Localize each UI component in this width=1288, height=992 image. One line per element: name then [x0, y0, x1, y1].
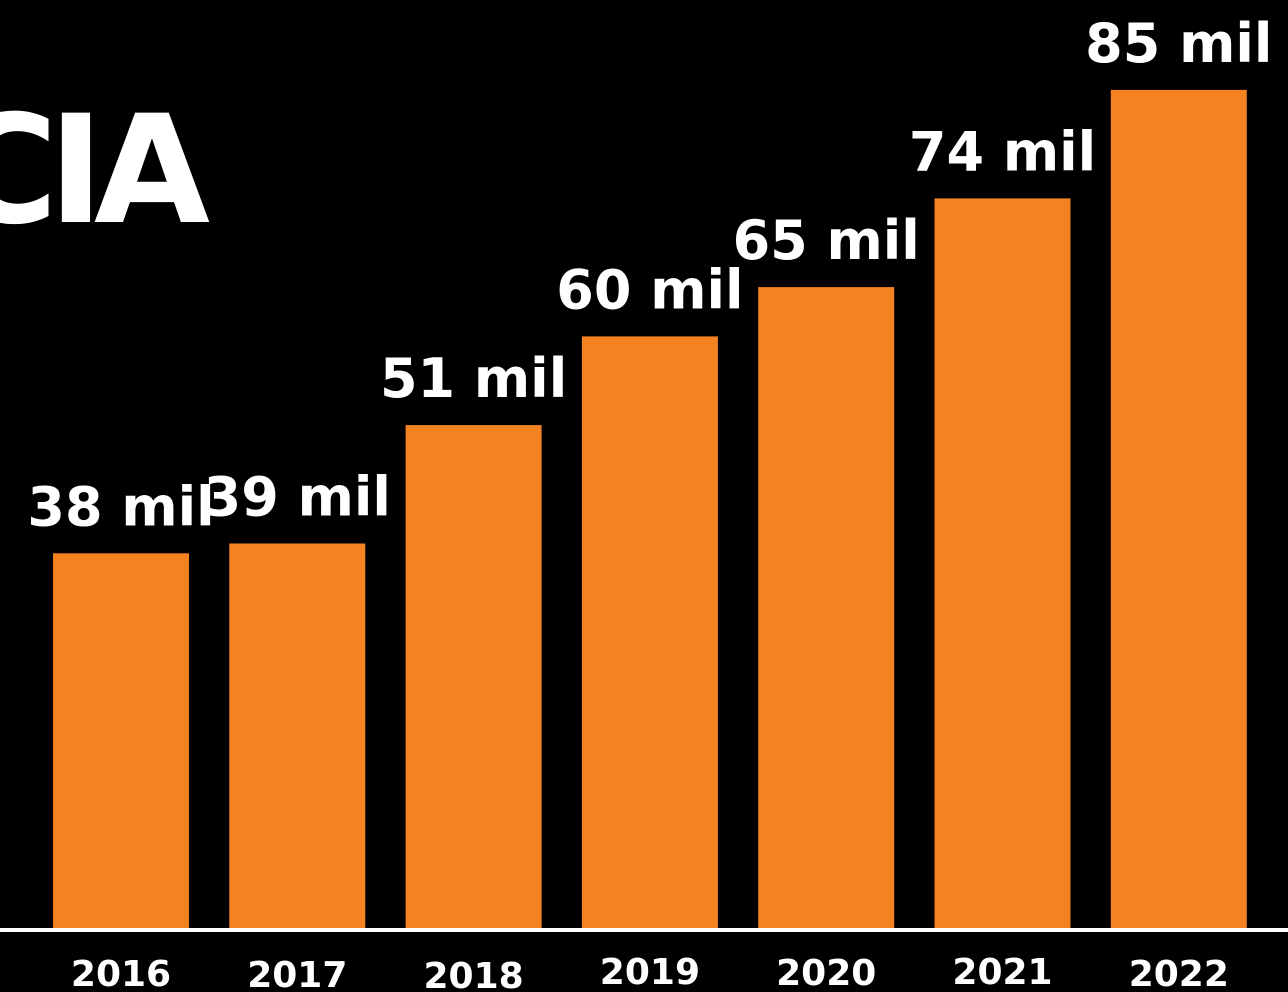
- value-label-2020: 65 mil: [733, 209, 920, 272]
- value-label-2021: 74 mil: [909, 120, 1096, 183]
- bars-layer: [53, 89, 1247, 929]
- title-fragment: CIA: [0, 86, 210, 256]
- bar-2022: [1110, 89, 1247, 928]
- bar-2020: [758, 287, 895, 929]
- bar-2017: [229, 543, 366, 928]
- value-label-2016: 38 mil: [27, 475, 214, 538]
- x-tick-label-2017: 2017: [247, 955, 347, 992]
- x-tick-label-2019: 2019: [600, 952, 700, 992]
- bar-2019: [581, 336, 718, 928]
- bar-2018: [405, 425, 542, 928]
- x-tick-label-2021: 2021: [952, 952, 1052, 992]
- value-label-2017: 39 mil: [204, 466, 391, 529]
- x-tick-label-2016: 2016: [71, 954, 171, 992]
- x-tick-label-2018: 2018: [423, 956, 523, 992]
- value-label-2019: 60 mil: [556, 258, 743, 321]
- value-label-2018: 51 mil: [380, 347, 567, 410]
- bar-2021: [934, 198, 1071, 928]
- value-label-2022: 85 mil: [1085, 12, 1272, 75]
- bar-2016: [53, 553, 189, 928]
- x-tick-labels-layer: 2016 2017 2018 2019 2020 2021 2022: [71, 952, 1229, 992]
- x-tick-label-2022: 2022: [1129, 954, 1229, 992]
- x-tick-label-2020: 2020: [776, 953, 876, 992]
